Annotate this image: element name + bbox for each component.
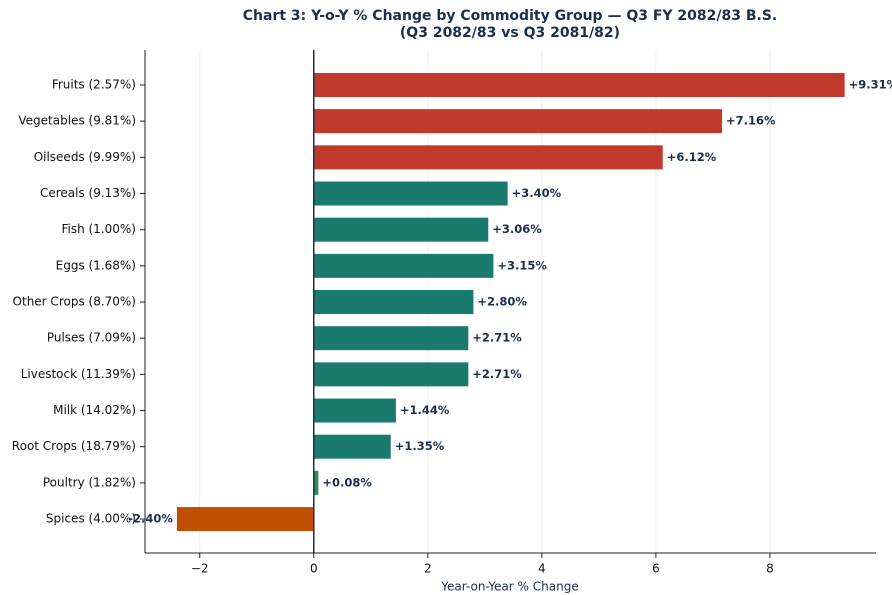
y-tick-label: Eggs (1.68%) xyxy=(56,258,136,272)
x-tick-label: 6 xyxy=(652,562,660,576)
x-tick-label: −2 xyxy=(191,562,209,576)
bar xyxy=(313,181,508,206)
value-label: +9.31% xyxy=(849,78,892,92)
x-tick-label: 0 xyxy=(310,562,318,576)
x-axis-label: Year-on-Year % Change xyxy=(440,580,578,594)
value-label: +3.15% xyxy=(497,258,547,272)
value-label: -2.40% xyxy=(128,512,173,526)
bar xyxy=(313,362,469,387)
value-label: +0.08% xyxy=(322,475,372,489)
bar xyxy=(313,253,494,278)
y-tick-label: Poultry (1.82%) xyxy=(43,475,136,489)
chart-subtitle: (Q3 2082/83 vs Q3 2081/82) xyxy=(400,25,620,41)
chart-title: Chart 3: Y-o-Y % Change by Commodity Gro… xyxy=(243,8,777,24)
value-label: +2.71% xyxy=(472,367,522,381)
value-label: +3.06% xyxy=(492,222,542,236)
bar xyxy=(313,326,469,351)
y-tick-label: Vegetables (9.81%) xyxy=(18,114,136,128)
value-label: +2.80% xyxy=(477,295,527,309)
bar xyxy=(313,470,319,495)
bar xyxy=(313,145,663,170)
y-tick-label: Pulses (7.09%) xyxy=(47,331,136,345)
bar xyxy=(176,507,314,532)
y-tick-label: Livestock (11.39%) xyxy=(21,367,136,381)
value-label: +1.44% xyxy=(400,403,450,417)
y-tick-label: Root Crops (18.79%) xyxy=(12,439,136,453)
bar xyxy=(313,217,489,242)
bar xyxy=(313,290,474,315)
y-tick-label: Oilseeds (9.99%) xyxy=(34,150,136,164)
y-tick-label: Spices (4.00%) xyxy=(46,512,136,526)
x-tick-label: 8 xyxy=(766,562,774,576)
bar xyxy=(313,109,723,134)
y-tick-label: Fruits (2.57%) xyxy=(52,78,136,92)
bar xyxy=(313,398,396,423)
y-tick-label: Fish (1.00%) xyxy=(61,222,136,236)
value-label: +2.71% xyxy=(472,331,522,345)
y-tick-label: Cereals (9.13%) xyxy=(40,186,136,200)
y-tick-label: Other Crops (8.70%) xyxy=(13,295,136,309)
value-label: +7.16% xyxy=(726,114,776,128)
value-label: +1.35% xyxy=(395,439,445,453)
x-tick-label: 4 xyxy=(538,562,546,576)
y-tick-label: Milk (14.02%) xyxy=(53,403,136,417)
value-label: +6.12% xyxy=(667,150,717,164)
bar xyxy=(313,73,845,97)
bar xyxy=(313,434,391,459)
x-tick-label: 2 xyxy=(424,562,432,576)
value-label: +3.40% xyxy=(512,186,562,200)
